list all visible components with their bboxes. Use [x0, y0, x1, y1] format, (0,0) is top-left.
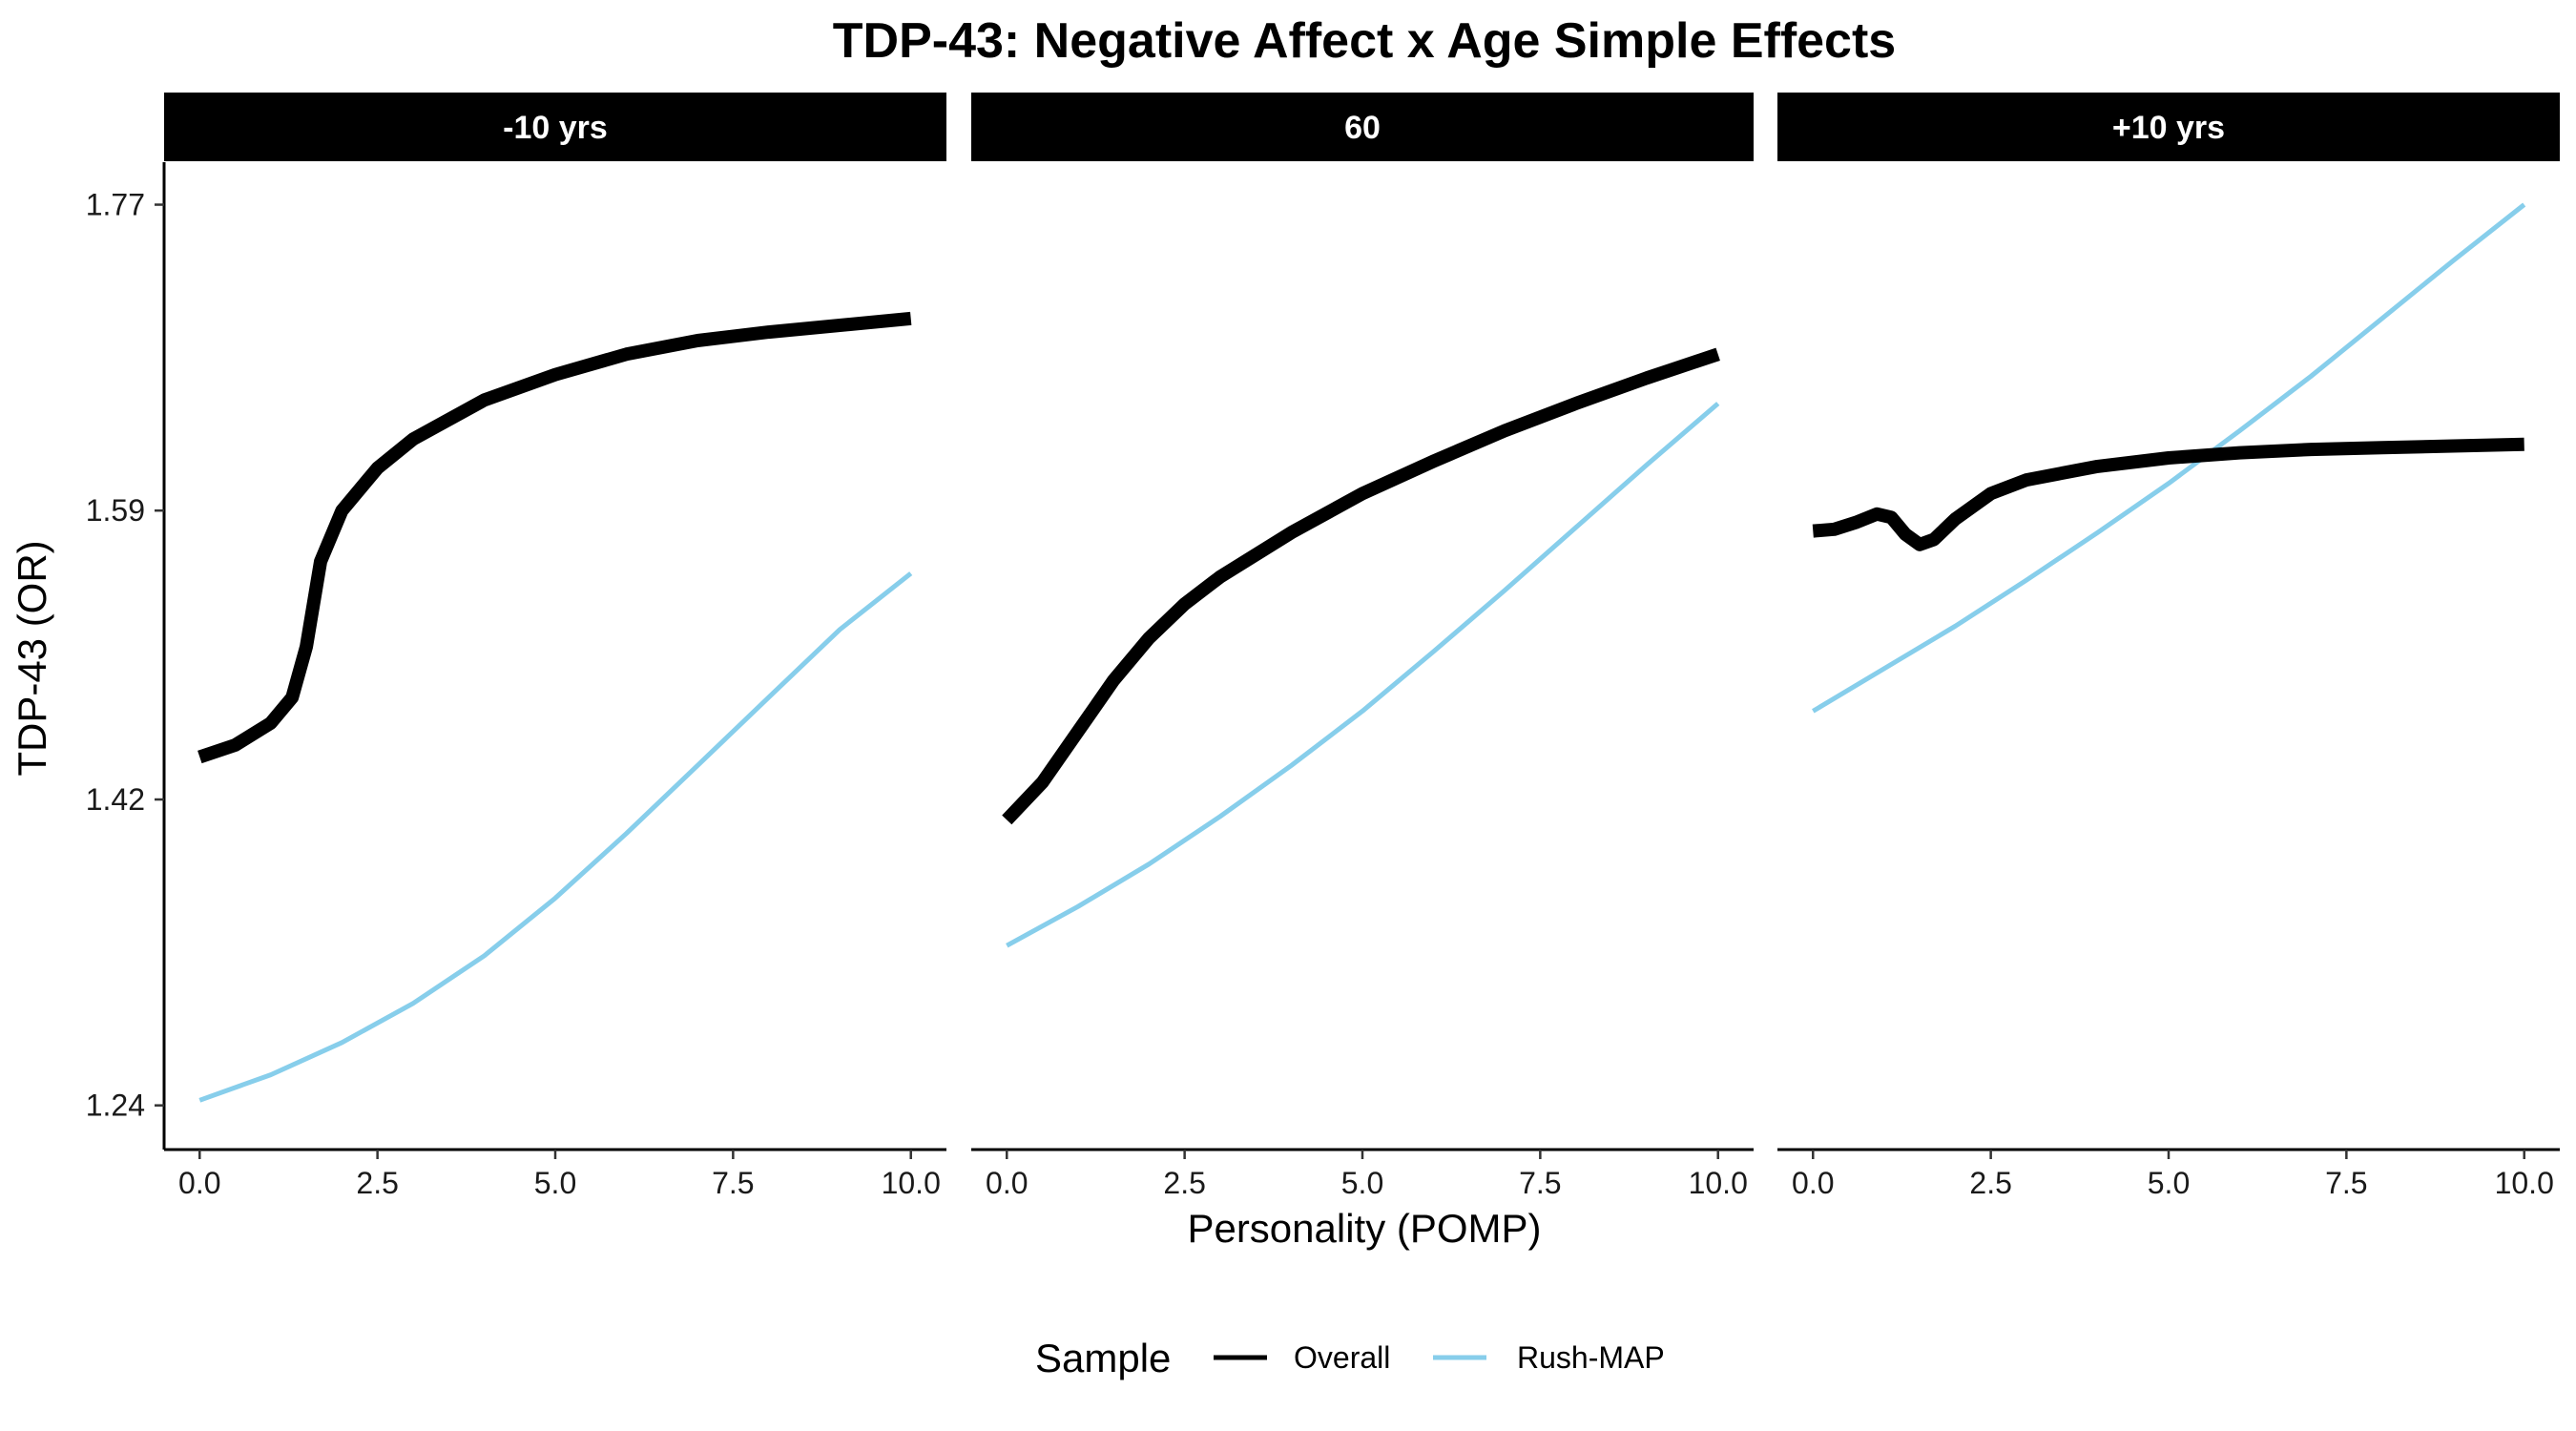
legend-label-overall: Overall	[1294, 1340, 1390, 1375]
facet-strip	[164, 93, 946, 161]
x-tick-label: 7.5	[712, 1166, 754, 1200]
facet-strip	[971, 93, 1754, 161]
series-line-overall	[1002, 347, 1720, 825]
legend-label-rush-map: Rush-MAP	[1517, 1340, 1665, 1375]
facet-strip-label: 60	[1344, 110, 1381, 146]
x-tick-label: 10.0	[2495, 1166, 2554, 1200]
panel-10-yrs: +10 yrs 0.0 2.5 5.0 7.5 10.0	[1777, 93, 2560, 1200]
x-tick-label: 0.0	[178, 1166, 220, 1200]
facet-strip-label: +10 yrs	[2112, 110, 2225, 146]
x-tick-label: 5.0	[1341, 1166, 1383, 1200]
chart-title: TDP-43: Negative Affect x Age Simple Eff…	[833, 13, 1896, 69]
legend-title: Sample	[1035, 1336, 1171, 1380]
facet-strip-label: -10 yrs	[503, 110, 608, 146]
x-tick-label: 7.5	[1519, 1166, 1561, 1200]
panels: -10 yrs 0.0 2.5 5.0 7.5 10.0 1.24 1.42 1.59 1.77 6…	[86, 93, 2560, 1200]
y-tick-label: 1.42	[86, 782, 145, 817]
series-line-rush-map	[1812, 202, 2526, 714]
x-tick-label: 10.0	[1689, 1166, 1748, 1200]
y-tick-label: 1.77	[86, 188, 145, 222]
series-line-rush-map	[1006, 402, 1720, 948]
y-tick-label: 1.59	[86, 493, 145, 528]
x-tick-label: 2.5	[1163, 1166, 1205, 1200]
x-tick-label: 0.0	[1792, 1166, 1834, 1200]
y-tick-label: 1.24	[86, 1089, 145, 1123]
series-line-overall	[197, 311, 912, 764]
facet-strip	[1777, 93, 2560, 161]
series-line-overall	[1812, 437, 2524, 551]
legend-item-overall: Overall	[1214, 1340, 1390, 1375]
x-tick-label: 10.0	[882, 1166, 941, 1200]
panel-10-yrs: -10 yrs 0.0 2.5 5.0 7.5 10.0 1.24 1.42 1.59 1.77	[86, 93, 946, 1200]
x-tick-label: 7.5	[2325, 1166, 2367, 1200]
legend: Sample Overall Rush-MAP	[1035, 1336, 1665, 1380]
x-tick-label: 2.5	[356, 1166, 398, 1200]
x-tick-label: 2.5	[1969, 1166, 2011, 1200]
x-tick-label: 5.0	[534, 1166, 576, 1200]
series-line-rush-map	[198, 571, 913, 1103]
x-tick-label: 0.0	[986, 1166, 1028, 1200]
x-axis-title: Personality (POMP)	[1187, 1206, 1541, 1251]
x-tick-label: 5.0	[2148, 1166, 2190, 1200]
panel-60: 60 0.0 2.5 5.0 7.5 10.0	[971, 93, 1754, 1200]
legend-item-rush-map: Rush-MAP	[1433, 1340, 1665, 1375]
y-axis-title: TDP-43 (OR)	[10, 540, 54, 776]
